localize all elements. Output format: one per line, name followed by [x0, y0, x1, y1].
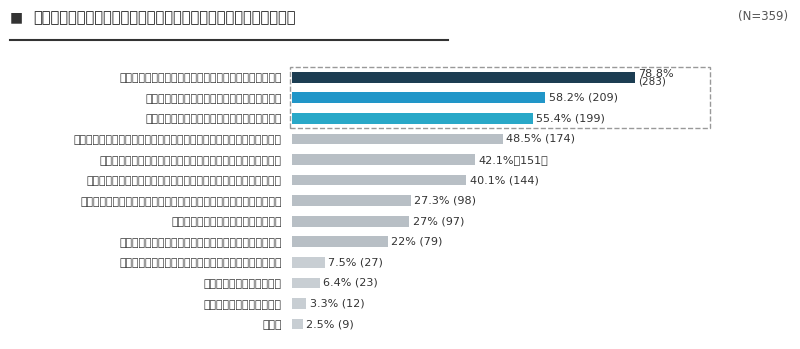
- Text: 27% (97): 27% (97): [413, 216, 464, 226]
- Text: 42.1%（151）: 42.1%（151）: [478, 155, 548, 164]
- Text: 58.2% (209): 58.2% (209): [549, 93, 618, 103]
- Text: 27.3% (98): 27.3% (98): [414, 196, 476, 206]
- Text: 6.4% (23): 6.4% (23): [323, 278, 378, 288]
- Text: 22% (79): 22% (79): [391, 237, 442, 247]
- Text: (283): (283): [638, 77, 666, 87]
- Text: 78.8%: 78.8%: [638, 68, 674, 79]
- Text: 3.3% (12): 3.3% (12): [310, 298, 365, 309]
- Text: ■: ■: [10, 10, 22, 24]
- Bar: [292, 195, 410, 206]
- Text: 48.5% (174): 48.5% (174): [506, 134, 575, 144]
- Bar: [292, 277, 320, 288]
- Text: (N=359): (N=359): [738, 10, 788, 23]
- Text: 7.5% (27): 7.5% (27): [328, 258, 383, 267]
- Bar: [292, 113, 533, 124]
- Bar: [292, 92, 545, 103]
- Bar: [292, 154, 475, 165]
- Bar: [292, 257, 325, 268]
- Text: 55.4% (199): 55.4% (199): [536, 113, 606, 124]
- Bar: [292, 216, 410, 227]
- Bar: [292, 72, 634, 83]
- Bar: [292, 237, 388, 247]
- Bar: [292, 134, 503, 144]
- Bar: [292, 298, 306, 309]
- Text: 40.1% (144): 40.1% (144): [470, 175, 538, 185]
- Bar: [292, 175, 466, 185]
- Text: 就職・転職活動を行う際、支援サービスに期待することや望むこと: 就職・転職活動を行う際、支援サービスに期待することや望むこと: [34, 10, 296, 25]
- Bar: [292, 319, 303, 329]
- Text: 2.5% (9): 2.5% (9): [306, 319, 354, 329]
